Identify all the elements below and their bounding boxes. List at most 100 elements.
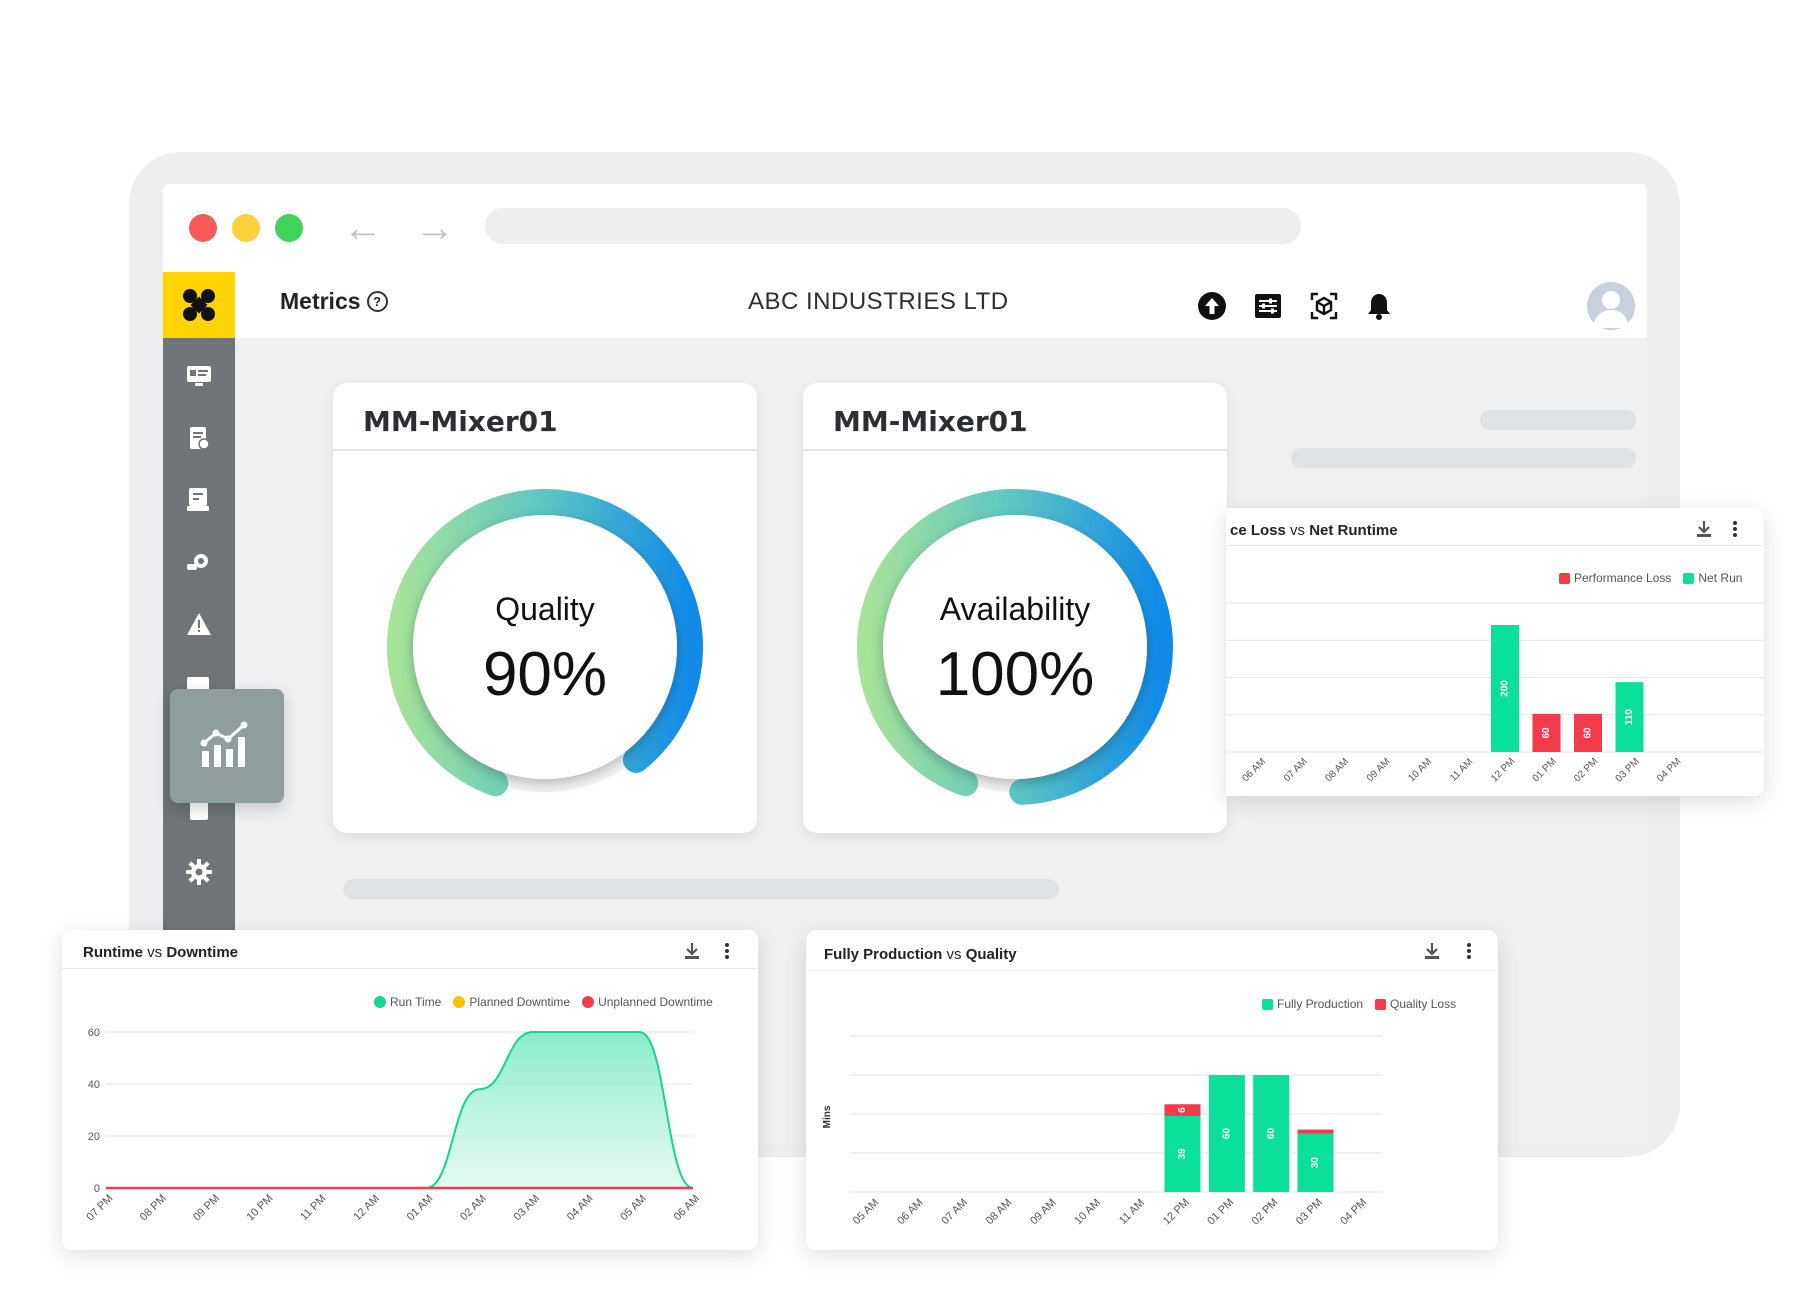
checklist-icon[interactable] xyxy=(185,486,213,514)
run-time-area xyxy=(106,1032,693,1188)
bell-icon[interactable] xyxy=(1363,290,1395,322)
legend-swatch xyxy=(374,996,386,1008)
user-avatar[interactable] xyxy=(1587,282,1635,330)
chart-title-vs: vs xyxy=(147,944,163,961)
bar-data-label: 60 xyxy=(1266,1128,1277,1140)
more-options-icon[interactable] xyxy=(724,942,730,965)
fully-production-quality-chart-card: Fully Production vs Quality Fully Produc… xyxy=(806,930,1498,1250)
chart-title-part1: Fully Production xyxy=(824,946,943,963)
quality-gauge-card: MM-Mixer01 Quality 90% xyxy=(333,383,757,833)
chart-title-vs: vs xyxy=(946,946,962,963)
performance-loss-chart-card: ce Loss vs Net Runtime Performance Loss … xyxy=(1226,508,1764,796)
x-tick-label: 07 AM xyxy=(939,1197,970,1228)
divider xyxy=(333,449,757,451)
maximize-window-button[interactable] xyxy=(275,214,303,242)
gauge-label: Availability xyxy=(939,591,1091,627)
x-tick-label: 03 AM xyxy=(512,1193,543,1224)
chart-title: ce Loss vs Net Runtime xyxy=(1230,522,1398,539)
chart-title: Fully Production vs Quality xyxy=(824,946,1017,963)
more-options-icon[interactable] xyxy=(1732,520,1738,543)
bar-data-label: 200 xyxy=(1500,680,1511,697)
help-icon[interactable]: ? xyxy=(366,291,388,312)
download-icon[interactable] xyxy=(1696,520,1712,543)
bar-data-label: 6 xyxy=(1177,1107,1188,1113)
x-tick-label: 08 AM xyxy=(1323,756,1351,784)
divider xyxy=(1226,545,1764,546)
legend-item[interactable]: Run Time xyxy=(374,995,441,1009)
logo-icon xyxy=(183,289,215,321)
bar-segment xyxy=(1253,1075,1290,1192)
x-tick-label: 03 PM xyxy=(1294,1196,1325,1227)
dashboard-icon[interactable] xyxy=(185,362,213,390)
availability-gauge-card: MM-Mixer01 Availability 100% xyxy=(803,383,1227,833)
legend-item[interactable]: Performance Loss xyxy=(1559,571,1671,585)
app-logo[interactable] xyxy=(163,272,235,338)
back-arrow-icon[interactable]: ← xyxy=(343,206,383,250)
legend-item[interactable]: Unplanned Downtime xyxy=(582,995,713,1009)
gauge-value: 100% xyxy=(935,640,1095,709)
gauge-face xyxy=(413,515,677,779)
upload-icon[interactable] xyxy=(1196,290,1228,322)
sliders-icon[interactable] xyxy=(1252,290,1284,322)
x-tick-label: 05 AM xyxy=(851,1197,882,1228)
x-tick-label: 12 AM xyxy=(351,1193,382,1224)
alert-icon[interactable] xyxy=(185,610,213,638)
gauge-title: MM-Mixer01 xyxy=(363,405,558,438)
minimize-window-button[interactable] xyxy=(232,214,260,242)
bar-data-label: 60 xyxy=(1541,727,1552,739)
runtime-downtime-chart-card: Runtime vs Downtime Run Time Planned Dow… xyxy=(62,930,758,1250)
x-tick-label: 02 AM xyxy=(458,1193,489,1224)
x-tick-label: 08 PM xyxy=(138,1192,169,1223)
fully-production-quality-chart: Mins 05 AM 06 AM 07 AM 08 AM 09 AM 10 AM 11 AM 3… xyxy=(822,1035,1382,1228)
x-tick-label: 06 AM xyxy=(895,1197,926,1228)
skeleton-line xyxy=(343,879,1059,899)
reports-icon[interactable] xyxy=(185,424,213,452)
x-tick-label: 03 PM xyxy=(1614,756,1642,784)
gauge-arc xyxy=(857,489,1173,805)
legend-swatch xyxy=(1559,572,1570,584)
bar-data-label: 110 xyxy=(1624,709,1635,726)
url-bar[interactable] xyxy=(485,208,1301,244)
machine-icon[interactable] xyxy=(185,548,213,576)
legend-swatch xyxy=(1375,998,1387,1010)
legend-item[interactable]: Quality Loss xyxy=(1375,997,1456,1011)
x-tick-label: 11 AM xyxy=(1448,757,1475,784)
bar-segment xyxy=(1297,1133,1334,1192)
browser-chrome: ← → xyxy=(163,184,1647,272)
bar-segment xyxy=(1164,1115,1201,1192)
chart-title-part1: ce Loss xyxy=(1230,522,1286,539)
legend-label: Run Time xyxy=(390,995,442,1009)
chart-legend: Fully Production Quality Loss xyxy=(1262,997,1456,1011)
availability-gauge xyxy=(857,489,1173,805)
top-bar xyxy=(163,272,1647,338)
legend-label: Net Run xyxy=(1698,571,1743,585)
x-tick-label: 02 PM xyxy=(1250,1196,1281,1227)
x-tick-label: 10 PM xyxy=(244,1192,275,1223)
bar xyxy=(1574,713,1602,752)
legend-item[interactable]: Planned Downtime xyxy=(453,995,570,1009)
bar-segment xyxy=(1297,1129,1334,1134)
quality-gauge xyxy=(387,489,703,797)
x-tick-label: 04 PM xyxy=(1655,756,1683,784)
close-window-button[interactable] xyxy=(189,214,217,242)
download-icon[interactable] xyxy=(684,942,700,965)
document-icon[interactable] xyxy=(185,796,213,824)
chart-title-part1: Runtime xyxy=(83,944,143,961)
x-tick-label: 04 AM xyxy=(565,1193,596,1224)
settings-icon[interactable] xyxy=(185,858,213,886)
more-options-icon[interactable] xyxy=(1466,942,1472,965)
sidebar-item-metrics[interactable] xyxy=(170,689,284,803)
forward-arrow-icon[interactable]: → xyxy=(415,206,455,250)
chart-legend: Run Time Planned Downtime Unplanned Down… xyxy=(374,995,713,1009)
download-icon[interactable] xyxy=(1424,942,1440,965)
legend-item[interactable]: Net Run xyxy=(1683,571,1742,585)
x-tick-label: 01 PM xyxy=(1531,756,1559,784)
page-title: Metrics ? xyxy=(280,288,388,315)
x-tick-label: 12 PM xyxy=(1489,756,1517,784)
divider xyxy=(806,970,1498,971)
x-tick-label: 01 AM xyxy=(405,1193,436,1224)
legend-label: Performance Loss xyxy=(1574,571,1672,585)
x-tick-label: 11 AM xyxy=(1117,1197,1147,1227)
legend-item[interactable]: Fully Production xyxy=(1262,997,1363,1011)
scan-cube-icon[interactable] xyxy=(1308,290,1340,322)
